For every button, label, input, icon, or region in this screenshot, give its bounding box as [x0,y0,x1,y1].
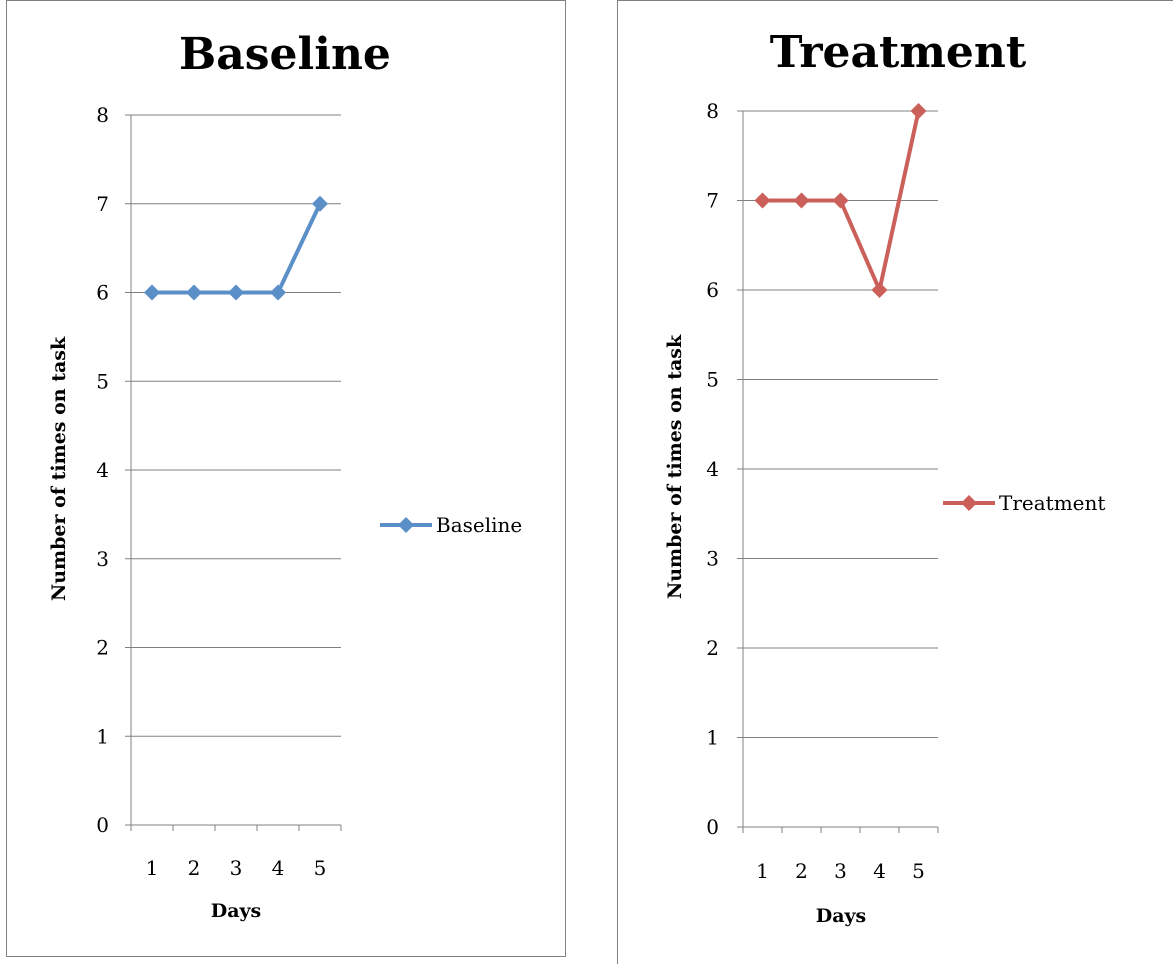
y-tick-label: 2 [96,636,109,660]
y-tick-label: 7 [96,192,109,216]
y-axis-label: Number of times on task [48,336,70,601]
y-tick-label: 6 [706,278,719,302]
y-tick-label: 3 [706,547,719,571]
data-point [793,192,810,209]
x-tick-label: 1 [756,859,769,883]
legend-label: Baseline [436,513,522,537]
x-axis-label: Days [816,905,867,927]
x-tick-label: 3 [230,856,243,880]
data-point [270,284,286,301]
treatment-chart: Treatment Number of times on task Days 0… [664,27,1105,927]
x-tick-label: 5 [912,859,925,883]
x-tick-label: 2 [188,856,201,880]
data-point [910,103,927,119]
legend-label: Treatment [999,491,1105,515]
data-point [144,284,160,301]
data-point [186,284,202,301]
y-axis-label: Number of times on task [664,334,686,599]
y-tick-label: 2 [706,636,719,660]
y-tick-label: 1 [706,726,719,750]
y-tick-label: 0 [96,813,109,837]
treatment-chart-panel: Treatment Number of times on task Days 0… [617,0,1173,964]
x-tick-label: 2 [795,859,808,883]
legend: Baseline [380,513,522,537]
y-tick-label: 8 [96,103,109,127]
y-tick-label: 4 [706,457,719,481]
x-tick-label: 4 [873,859,886,883]
chart-title: Baseline [179,29,391,80]
x-tick-label: 1 [146,856,159,880]
data-point [832,192,849,209]
y-tick-label: 6 [96,281,109,305]
y-tick-label: 7 [706,189,719,213]
x-tick-label: 5 [314,856,327,880]
chart-title: Treatment [770,27,1027,78]
data-point [754,192,771,209]
x-tick-label: 4 [272,856,285,880]
y-tick-label: 4 [96,458,109,482]
series-line [152,202,322,295]
y-tick-label: 5 [706,368,719,392]
y-tick-label: 3 [96,547,109,571]
legend-marker [961,495,977,511]
x-axis-label: Days [211,900,262,922]
data-point [871,282,888,298]
x-tick-label: 3 [834,859,847,883]
y-tick-label: 0 [706,815,719,839]
baseline-chart: Baseline Number of times on task Days 0 1… [48,29,522,922]
baseline-chart-panel: Baseline Number of times on task Days 0 1… [6,0,566,957]
y-tick-label: 5 [96,369,109,393]
y-tick-label: 1 [96,724,109,748]
y-tick-label: 8 [706,99,719,123]
legend: Treatment [943,491,1105,515]
legend-marker [398,517,414,533]
data-point [228,284,244,301]
data-point [312,195,328,212]
